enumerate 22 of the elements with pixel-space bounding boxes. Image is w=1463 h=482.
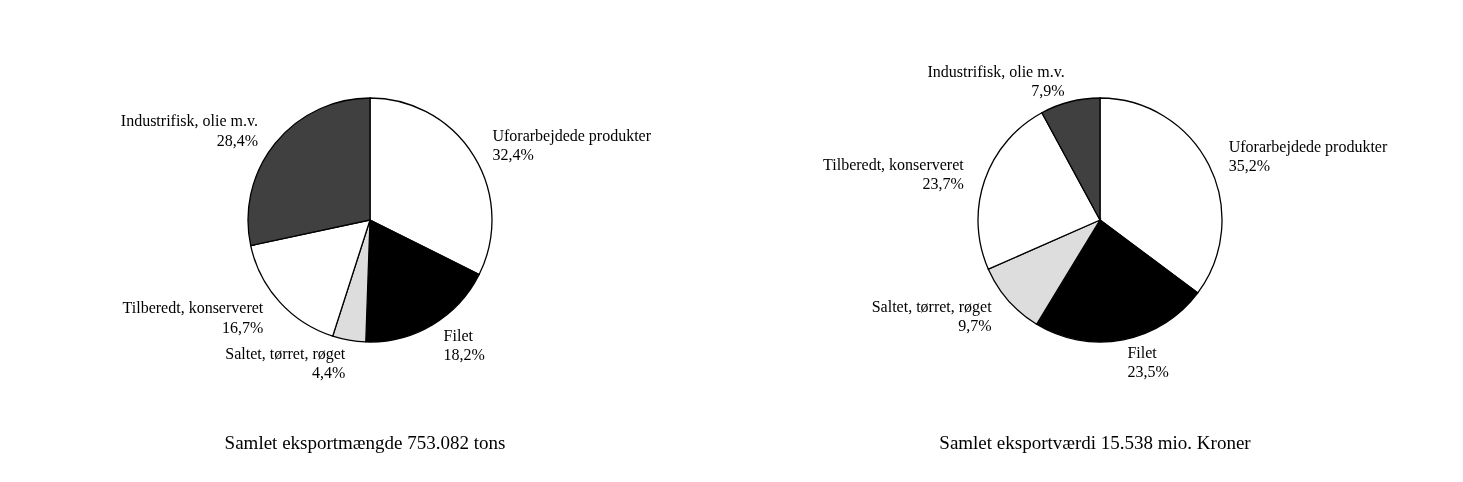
slice-label: Industrifisk, olie m.v. (120, 112, 258, 130)
slice-label: Uforarbejdede produkter (492, 127, 652, 146)
slice-label: Saltet, tørret, røget (871, 297, 993, 316)
slice-label: Tilberedt, konserveret (823, 156, 965, 174)
data-label: 32,4% (492, 146, 534, 164)
data-label: 7,9% (1031, 82, 1065, 100)
slice-label: Saltet, tørret, røget (225, 344, 346, 363)
slice-label: Filet (1127, 344, 1158, 362)
data-label: 9,7% (958, 316, 992, 334)
text: Samlet eksportværdi 15.538 mio. Kroner (938, 432, 1252, 454)
data-label: 28,4% (216, 131, 258, 149)
slice-label: Tilberedt, konserveret (122, 299, 264, 317)
data-label: 16,7% (221, 318, 264, 336)
slice-label: Industrifisk, olie m.v. (927, 63, 1065, 81)
data-label: 4,4% (311, 363, 346, 381)
text: Samlet eksportmængde 753.082 tons (223, 432, 507, 454)
data-label: 35,2% (1228, 157, 1271, 175)
data-label: 23,7% (922, 175, 964, 193)
data-label: 23,5% (1127, 363, 1169, 381)
data-label: 18,2% (443, 345, 485, 363)
slice-label: Filet (443, 326, 474, 344)
slice-label: Uforarbejdede produkter (1228, 138, 1388, 157)
